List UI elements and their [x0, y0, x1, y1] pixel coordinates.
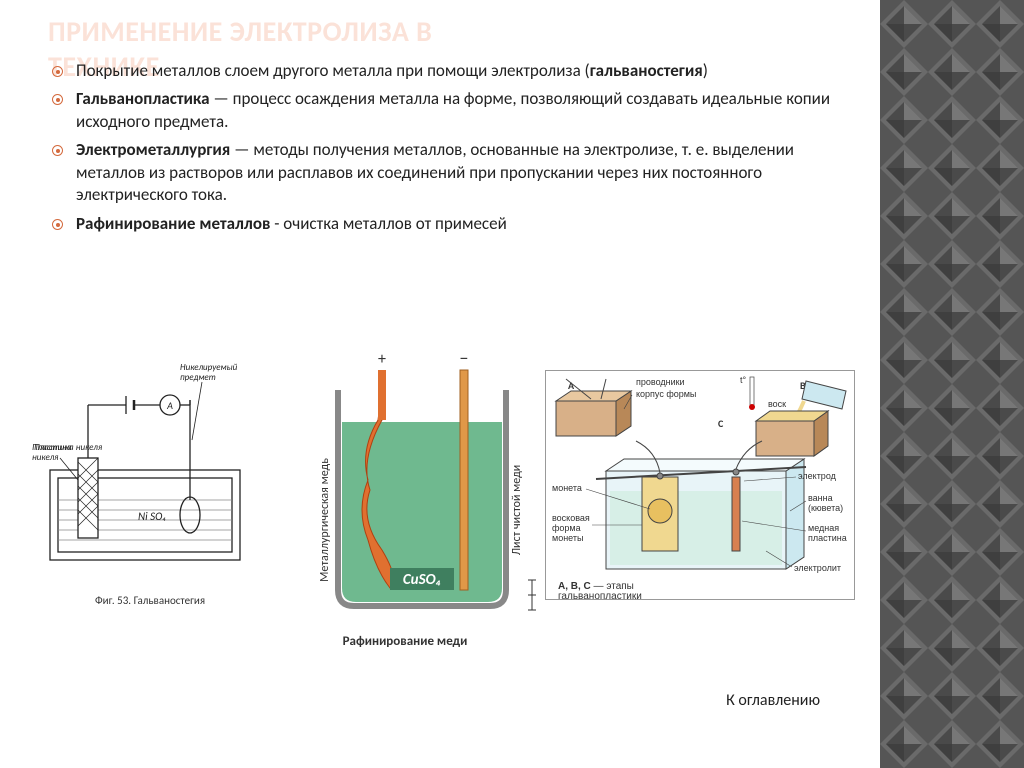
fig-galvanoplastics: A проводники корпус формы B: [540, 370, 860, 600]
toc-link[interactable]: К оглавлению: [726, 691, 820, 710]
svg-text:A: A: [166, 399, 173, 412]
fig2-electrolyte: CuSO₄: [403, 571, 441, 589]
bullet-2-bold: Гальванопластика: [76, 88, 210, 109]
fig3-electrolyte: электролит: [794, 563, 841, 573]
fig3-mold: корпус формы: [636, 389, 696, 399]
bullet-list: Покрытие металлов слоем другого металла …: [48, 60, 850, 235]
svg-text:восковаяформамонеты: восковаяформамонеты: [552, 513, 590, 543]
fig3-wires: проводники: [636, 377, 685, 387]
svg-text:гальванопластики: гальванопластики: [558, 591, 642, 601]
svg-text:ванна(кювета): ванна(кювета): [808, 493, 843, 513]
fig-galvanostegia: A Пластина никеля Пластинаникеля Никелир…: [30, 350, 270, 607]
fig-refining: + − CuSO₄ Металлургическая медь Лист чис…: [280, 350, 530, 649]
svg-text:меднаяпластина: меднаяпластина: [808, 523, 847, 543]
fig3-wax: воск: [768, 399, 786, 409]
bullet-1: Покрытие металлов слоем другого металла …: [48, 60, 850, 82]
bullet-3-bold: Электрометаллургия: [76, 139, 230, 160]
bullet-1-bold: гальваностегия: [590, 60, 703, 81]
fig2-cathode-label: Лист чистой меди: [510, 465, 524, 556]
svg-text:−: −: [460, 350, 469, 369]
bullet-1-pre: Покрытие металлов слоем другого металла …: [76, 60, 590, 81]
fig1-electrolyte: Ni SO₄: [138, 510, 166, 523]
bullet-1-post: ): [703, 60, 708, 81]
bullet-4-post: - очистка металлов от примесей: [270, 213, 506, 234]
svg-text:t°: t°: [740, 375, 747, 385]
fig3-c: C: [718, 417, 724, 430]
svg-text:Пластинаникеля: Пластинаникеля: [32, 442, 72, 463]
bullet-2: Гальванопластика — процесс осаждения мет…: [48, 88, 850, 133]
figures-row: A Пластина никеля Пластинаникеля Никелир…: [30, 350, 870, 670]
fig3-electrode: электрод: [798, 471, 837, 481]
svg-text:+: +: [378, 350, 386, 369]
fig3-coin: монета: [552, 483, 582, 493]
fig2-caption: Рафинирование меди: [343, 634, 468, 649]
fig1-caption: Фиг. 53. Гальваностегия: [95, 594, 205, 607]
bullet-3: Электрометаллургия — методы получения ме…: [48, 139, 850, 206]
fig2-anode-label: Металлургическая медь: [318, 458, 332, 582]
bullet-4: Рафинирование металлов - очистка металло…: [48, 213, 850, 235]
side-pattern: [880, 0, 1024, 768]
ghost-title-l1: ПРИМЕНЕНИЕ ЭЛЕКТРОЛИЗА В: [48, 14, 432, 49]
svg-text:Никелируемыйпредмет: Никелируемыйпредмет: [180, 362, 238, 383]
bullet-4-bold: Рафинирование металлов: [76, 213, 270, 234]
